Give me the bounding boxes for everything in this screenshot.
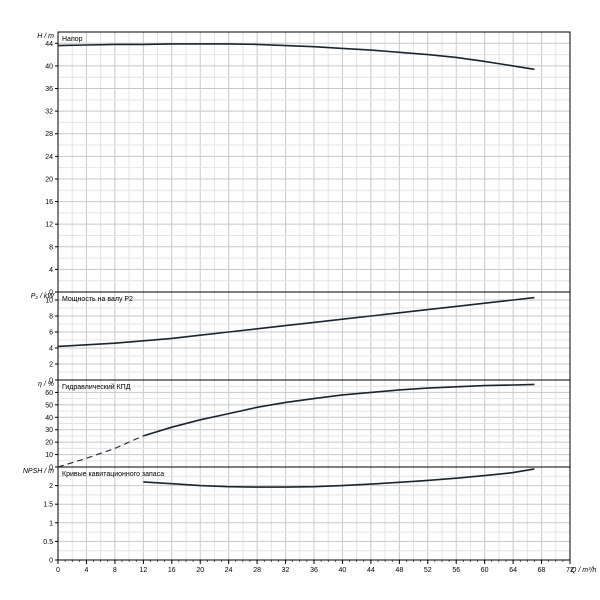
y-tick-label: 36 — [45, 86, 53, 93]
y-tick-label: 24 — [45, 154, 53, 161]
panel-title: Мощность на валу P2 — [62, 296, 133, 303]
x-tick-label: 40 — [339, 567, 347, 574]
x-tick-label: 8 — [113, 567, 117, 574]
y-axis-label: H / m — [37, 33, 54, 40]
y-tick-label: 50 — [45, 402, 53, 409]
x-tick-label: 28 — [253, 567, 261, 574]
y-tick-label: 1.5 — [43, 502, 53, 509]
y-tick-label: 0 — [49, 558, 53, 565]
y-tick-label: 2 — [49, 483, 53, 490]
x-tick-label: 24 — [225, 567, 233, 574]
y-tick-label: 32 — [45, 109, 53, 116]
x-tick-label: 60 — [481, 567, 489, 574]
series-line — [143, 383, 535, 437]
panel-title: Кривые кавитационного запаса — [62, 471, 164, 478]
series-line — [143, 468, 535, 488]
y-tick-label: 0 — [49, 378, 53, 385]
x-tick-label: 44 — [367, 567, 375, 574]
x-tick-label: 20 — [196, 567, 204, 574]
x-tick-label: 16 — [168, 567, 176, 574]
x-tick-label: 56 — [452, 567, 460, 574]
x-tick-label: 64 — [509, 567, 517, 574]
y-axis-label: NPSH / m — [23, 468, 54, 475]
y-tick-label: 12 — [45, 222, 53, 229]
y-tick-label: 4 — [49, 267, 53, 274]
series-line-dashed — [57, 435, 144, 468]
x-tick-label: 48 — [395, 567, 403, 574]
y-tick-label: 10 — [45, 452, 53, 459]
series-line — [57, 296, 535, 348]
y-tick-label: 60 — [45, 390, 53, 397]
y-tick-label: 40 — [45, 63, 53, 70]
x-tick-label: 68 — [538, 567, 546, 574]
x-tick-label: 72 — [566, 567, 574, 574]
x-tick-label: 0 — [56, 567, 60, 574]
y-tick-label: 20 — [45, 440, 53, 447]
y-tick-label: 44 — [45, 41, 53, 48]
y-axis-label: η / % — [38, 381, 54, 388]
frame-layer — [55, 31, 571, 564]
y-tick-label: 20 — [45, 176, 53, 183]
panel-title: Гидравлический КПД — [62, 383, 131, 391]
panel-title: Напор — [62, 36, 83, 43]
y-tick-label: 30 — [45, 427, 53, 434]
x-tick-label: 12 — [139, 567, 147, 574]
y-tick-label: 4 — [49, 346, 53, 353]
y-tick-label: 2 — [49, 362, 53, 369]
x-axis-label: Q / m³/h — [571, 567, 596, 574]
y-tick-label: 6 — [49, 330, 53, 337]
y-tick-label: 0.5 — [43, 539, 53, 546]
y-axis-label: P₂ / kW — [31, 293, 56, 300]
y-tick-label: 40 — [45, 415, 53, 422]
x-tick-label: 4 — [84, 567, 88, 574]
grid-layer — [57, 31, 571, 561]
series-line — [57, 43, 535, 71]
x-tick-label: 36 — [310, 567, 318, 574]
y-tick-label: 8 — [49, 314, 53, 321]
y-tick-label: 1 — [49, 520, 53, 527]
y-tick-label: 0 — [49, 465, 53, 472]
y-tick-label: 10 — [45, 298, 53, 305]
y-tick-label: 16 — [45, 199, 53, 206]
y-tick-label: 28 — [45, 131, 53, 138]
curves-layer — [57, 43, 535, 488]
x-tick-label: 52 — [424, 567, 432, 574]
y-tick-label: 0 — [49, 290, 53, 297]
y-tick-label: 8 — [49, 244, 53, 251]
x-tick-label: 32 — [282, 567, 290, 574]
